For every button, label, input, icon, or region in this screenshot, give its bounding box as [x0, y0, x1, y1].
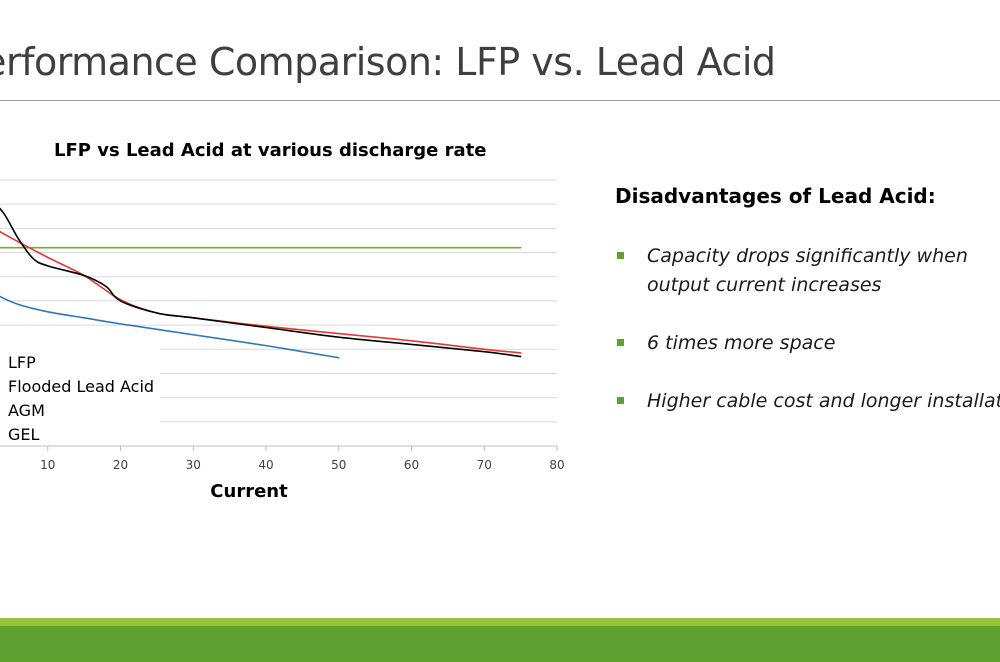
x-tick-label: 50 — [331, 458, 346, 472]
x-tick-label: 20 — [113, 458, 128, 472]
disadvantages-heading: Disadvantages of Lead Acid: — [615, 184, 936, 208]
slide-title: Performance Comparison: LFP vs. Lead Aci… — [0, 40, 776, 84]
series-line-agm — [0, 207, 522, 358]
legend-entry: LFP — [8, 353, 36, 372]
x-tick-label: 10 — [40, 458, 55, 472]
bullet-text: Capacity drops significantly when output… — [647, 245, 968, 296]
footer-band-dark — [0, 626, 1000, 662]
footer-band-light — [0, 618, 1000, 626]
x-tick-label: 40 — [258, 458, 273, 472]
legend-entry: Flooded Lead Acid — [8, 377, 154, 396]
x-tick-label: 80 — [549, 458, 564, 472]
line-chart: LFP vs Lead Acid at various discharge ra… — [0, 140, 565, 502]
x-tick-label: 70 — [477, 458, 492, 472]
x-tick-label: 30 — [186, 458, 201, 472]
square-bullet-icon — [617, 252, 624, 259]
list-item: Capacity drops significantly when output… — [615, 242, 1000, 300]
x-tick-label: 60 — [404, 458, 419, 472]
chart-title: LFP vs Lead Acid at various discharge ra… — [54, 140, 486, 161]
series-line-gel — [0, 295, 340, 359]
list-item: Higher cable cost and longer installatio… — [615, 387, 1000, 416]
disadvantages-list: Capacity drops significantly when output… — [615, 242, 1000, 416]
list-item: 6 times more space — [615, 329, 1000, 358]
title-divider — [0, 100, 1000, 101]
legend-entry: GEL — [8, 425, 40, 444]
legend-entry: AGM — [8, 401, 45, 420]
square-bullet-icon — [617, 397, 624, 404]
series-line-flooded-lead-acid — [0, 230, 522, 354]
bullet-text: Higher cable cost and longer installatio… — [647, 390, 1000, 412]
bullet-text: 6 times more space — [647, 332, 836, 354]
x-axis-title: Current — [210, 481, 288, 502]
square-bullet-icon — [617, 339, 624, 346]
legend-box — [0, 344, 160, 444]
